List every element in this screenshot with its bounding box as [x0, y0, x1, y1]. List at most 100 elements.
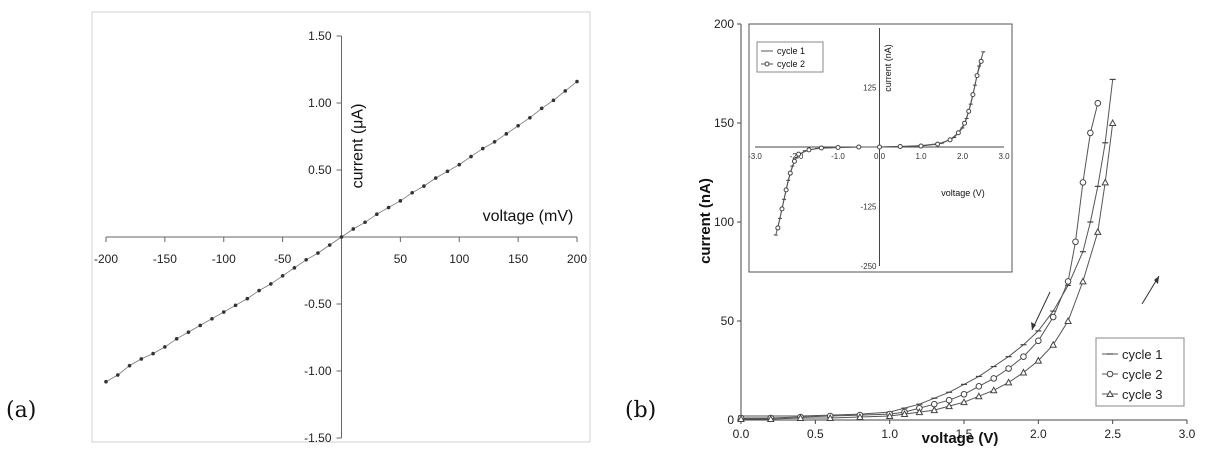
x-tick-label-b: 3.0 — [1179, 427, 1196, 441]
inset-data-point — [962, 120, 968, 126]
inset-data-point — [818, 145, 824, 151]
data-point-b — [856, 412, 864, 421]
data-point-b — [826, 413, 835, 422]
legend-label-b: cycle 1 — [1122, 347, 1162, 362]
data-point-a — [198, 323, 202, 328]
inset-data-point — [918, 143, 924, 149]
y-tick-label-b: 200 — [714, 17, 734, 31]
data-point-b — [930, 406, 939, 414]
panel-label-b: (b) — [625, 398, 657, 423]
data-point-b — [796, 413, 805, 422]
data-point-b — [915, 408, 924, 416]
data-point-a — [469, 154, 473, 159]
x-tick-label-a: 100 — [449, 252, 469, 266]
x-tick-label-a: 150 — [508, 252, 528, 266]
data-point-a — [363, 220, 367, 225]
inset-data-point — [787, 170, 793, 176]
inset-data-point — [947, 137, 953, 143]
y-tick-label-a: -0.50 — [304, 297, 332, 311]
data-point-b — [1005, 365, 1012, 372]
data-point-a — [433, 176, 438, 180]
data-point-b — [1094, 99, 1102, 107]
data-point-a — [563, 89, 568, 93]
x-tick-label-a: -50 — [274, 252, 292, 266]
inset-data-point — [966, 108, 972, 114]
y-tick-label-b: 100 — [714, 215, 734, 229]
data-point-b — [1079, 179, 1087, 186]
x-tick-label-b: 2.0 — [1030, 427, 1047, 441]
inset-legend-marker — [764, 61, 770, 67]
data-point-a — [504, 132, 509, 136]
data-point-b — [1087, 129, 1094, 137]
inset-x-tick-label: -3.0 — [748, 152, 762, 161]
inset-data-point — [791, 158, 797, 164]
data-point-b — [1106, 389, 1114, 397]
data-point-a — [139, 357, 144, 361]
y-tick-label-a: -1.50 — [304, 431, 332, 445]
data-point-a — [339, 235, 344, 239]
data-point-a — [151, 351, 155, 356]
data-point-a — [528, 115, 532, 120]
data-point-b — [885, 411, 894, 420]
inset-data-point — [955, 130, 961, 136]
arrow-head-up — [1154, 276, 1159, 284]
data-point-a — [575, 79, 579, 84]
series-line-b-1 — [741, 103, 1099, 419]
data-point-a — [375, 212, 379, 217]
chart-a-iv-curve: -200 -150 -100 -50 50 100 150 200 1.50 1.00 0.50 -0… — [91, 11, 591, 445]
arrow-down — [1031, 291, 1051, 331]
inset-data-point — [779, 206, 785, 212]
panel-label-a: (a) — [6, 398, 37, 423]
data-point-b — [1079, 277, 1087, 285]
inset-data-point — [806, 147, 812, 153]
data-point-a — [280, 274, 285, 278]
data-point-a — [269, 282, 273, 286]
y-tick-label-b: 0 — [727, 413, 734, 427]
data-point-a — [245, 296, 250, 301]
plot-frame-a — [91, 11, 591, 443]
x-tick-label-a: 200 — [567, 252, 587, 266]
data-point-a — [233, 303, 238, 308]
data-point-a — [398, 199, 403, 203]
inset-data-point — [897, 144, 903, 150]
data-point-a — [410, 190, 414, 195]
x-axis-label-b: voltage (V) — [922, 430, 999, 447]
inset-y-tick-label: -250 — [860, 262, 877, 271]
data-point-a — [163, 345, 167, 349]
x-tick-label-a: -150 — [153, 252, 177, 266]
inset-legend-box — [756, 41, 824, 73]
data-point-a — [422, 184, 426, 188]
inset-data-point — [856, 144, 862, 150]
data-point-b — [1034, 356, 1043, 364]
x-tick-label-a: -200 — [94, 252, 118, 266]
data-point-b — [766, 414, 775, 423]
inset-data-point — [796, 151, 802, 157]
inset-data-point — [835, 144, 841, 150]
data-point-a — [551, 98, 556, 103]
data-point-a — [292, 266, 297, 270]
arrow-head-down — [1031, 322, 1036, 330]
data-point-a — [257, 288, 261, 293]
data-point-a — [539, 106, 544, 111]
data-point-b — [989, 386, 998, 394]
data-point-b — [1072, 238, 1079, 246]
data-point-a — [127, 363, 132, 368]
y-tick-label-b: 150 — [714, 116, 734, 130]
inset-x-tick-label: 0.0 — [874, 152, 886, 161]
x-tick-label-b: 0.0 — [733, 427, 750, 441]
x-tick-label-b: 1.5 — [956, 427, 973, 441]
y-tick-label-a: -1.00 — [304, 364, 332, 378]
inset-y-axis-label: current (nA) — [883, 44, 893, 92]
inset-x-tick-label: -1.0 — [831, 152, 845, 161]
data-point-a — [457, 162, 462, 167]
data-point-b — [1049, 340, 1058, 348]
inset-legend-label: cycle 2 — [777, 59, 805, 69]
data-point-b — [960, 398, 968, 406]
data-point-b — [737, 414, 745, 423]
data-point-b — [1020, 353, 1027, 360]
inset-data-point — [775, 225, 781, 231]
data-point-b — [900, 410, 909, 418]
x-tick-label-b: 0.5 — [807, 427, 824, 441]
y-tick-label-b: 50 — [721, 314, 735, 328]
